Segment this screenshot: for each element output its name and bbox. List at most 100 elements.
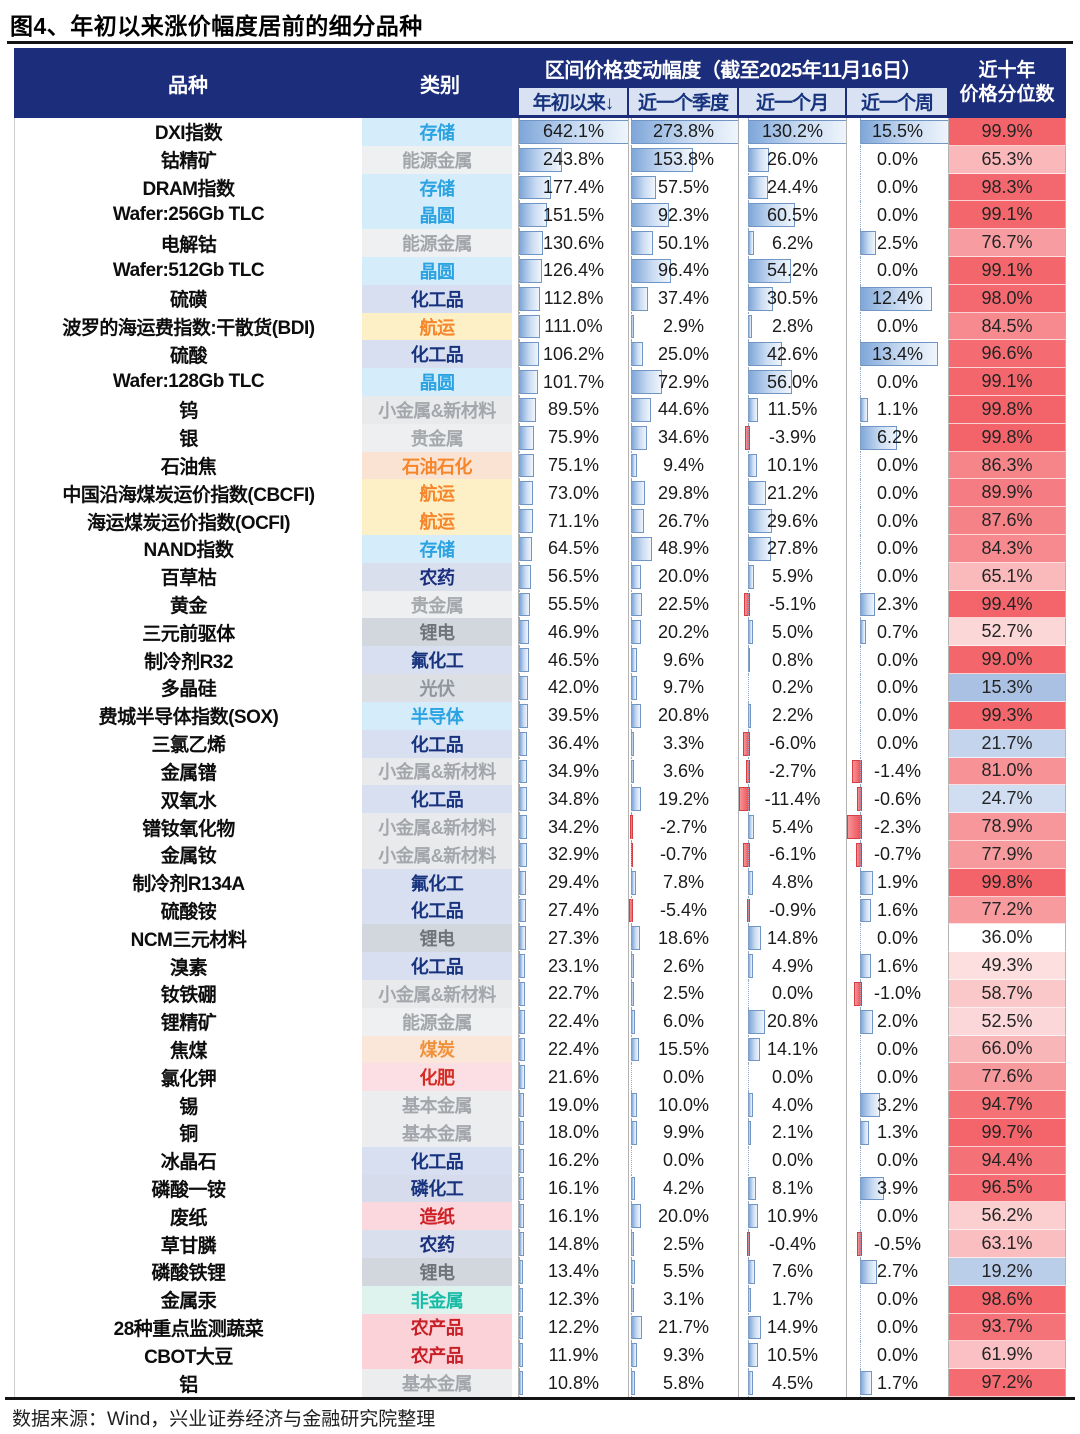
percentile-cell: 65.3%	[948, 145, 1066, 174]
positive-data-bar	[631, 509, 644, 534]
data-bar-axis	[631, 118, 633, 146]
table-row: 钨小金属&新材料 89.5% 44.6% 11.5% 1.1% 99.8%	[14, 396, 1066, 424]
data-bar-axis	[860, 1230, 862, 1258]
header-period-ytd: 年初以来↓	[519, 88, 627, 115]
product-name: 镨钕氧化物	[14, 813, 362, 841]
change-month-cell: 10.1%	[738, 451, 846, 480]
positive-data-bar	[860, 1120, 870, 1145]
data-bar-axis	[519, 674, 520, 702]
product-name: 金属钕	[14, 840, 362, 869]
data-bar-axis	[860, 423, 862, 452]
table-row: 氯化钾 化肥 21.6% 0.0% 0.0% 0.0% 77.6%	[14, 1063, 1066, 1092]
change-ytd-cell: 75.9%	[518, 423, 628, 452]
data-bar-axis	[519, 229, 520, 258]
positive-data-bar	[747, 926, 761, 951]
percentile-cell: 24.7%	[948, 785, 1066, 814]
negative-data-bar	[629, 898, 634, 923]
percentile-cell: 65.1%	[948, 562, 1066, 591]
change-week-cell: 1.6%	[846, 896, 948, 925]
data-bar-axis	[860, 1146, 862, 1175]
change-week-cell: 1.1%	[846, 396, 948, 424]
data-bar-axis	[519, 590, 520, 619]
positive-data-bar	[860, 954, 872, 978]
category-badge: 煤炭	[362, 1035, 512, 1064]
positive-data-bar	[631, 1204, 641, 1229]
product-name: 中国沿海煤炭运价指数(CBCFI)	[14, 479, 362, 508]
positive-data-bar	[631, 1037, 640, 1062]
change-ytd-cell: 34.2%	[518, 813, 628, 841]
data-bar-axis	[519, 1313, 520, 1342]
change-month-cell: 6.2%	[738, 229, 846, 258]
positive-data-bar	[747, 481, 766, 506]
category-badge: 航运	[362, 312, 512, 341]
product-name: 磷酸一铵	[14, 1174, 362, 1203]
product-name: DXI指数	[14, 118, 362, 146]
table-row: 波罗的海运费指数:干散货(BDI) 航运 111.0% 2.9% 2.8% 0.0% 84.…	[14, 312, 1066, 341]
data-bar-axis	[519, 1091, 520, 1119]
product-name: 锂精矿	[14, 1007, 362, 1036]
change-month-cell: -11.4%	[738, 785, 846, 814]
change-quarter-cell: 4.2%	[628, 1174, 738, 1203]
product-name: 海运煤炭运价指数(OCFI)	[14, 507, 362, 536]
table-row: 金属镨 小金属&新材料 34.9% 3.6% -2.7% -1.4% 81.0%	[14, 757, 1066, 786]
change-week-cell: 0.0%	[846, 368, 948, 397]
data-bar-axis	[747, 813, 749, 841]
data-bar-axis	[747, 284, 749, 313]
table-row: 制冷剂R134A 氟化工 29.4% 7.8% 4.8% 1.9% 99.8%	[14, 868, 1066, 897]
data-bar-axis	[519, 896, 520, 925]
change-ytd-cell: 130.6%	[518, 229, 628, 258]
data-bar-axis	[860, 201, 862, 230]
table-row: 费城半导体指数(SOX) 半导体 39.5% 20.8% 2.2% 0.0% 99.3%	[14, 701, 1066, 730]
positive-data-bar	[519, 314, 540, 339]
data-bar-axis	[631, 284, 633, 313]
data-bar-axis	[747, 340, 749, 369]
change-week-cell: 0.0%	[846, 1341, 948, 1370]
category-badge: 化工品	[362, 1146, 512, 1175]
change-quarter-cell: -2.7%	[628, 813, 738, 841]
data-bar-axis	[860, 674, 862, 702]
change-quarter-cell: 0.0%	[628, 1063, 738, 1092]
category-badge: 存储	[362, 118, 512, 146]
data-bar-axis	[519, 1035, 520, 1064]
positive-data-bar	[747, 1176, 756, 1201]
data-bar-axis	[860, 257, 862, 285]
data-bar-axis	[860, 757, 862, 786]
change-week-cell: -2.3%	[846, 813, 948, 841]
positive-data-bar	[631, 342, 643, 367]
header-change-group: 区间价格变动幅度（截至2025年11月16日）	[544, 59, 922, 82]
change-ytd-cell: 12.3%	[518, 1285, 628, 1314]
data-bar-axis	[631, 1091, 633, 1119]
product-name: 铜	[14, 1118, 362, 1147]
data-bar-axis	[747, 952, 749, 980]
negative-data-bar	[857, 1232, 863, 1256]
data-bar-axis	[631, 1035, 633, 1064]
data-bar-axis	[747, 257, 749, 285]
positive-data-bar	[747, 1037, 761, 1062]
data-bar-axis	[860, 1257, 862, 1286]
change-week-cell: -0.7%	[846, 840, 948, 869]
data-bar-axis	[860, 340, 862, 369]
change-week-cell: 2.7%	[846, 1257, 948, 1286]
data-bar-axis	[747, 1063, 749, 1092]
data-bar-axis	[860, 562, 862, 591]
data-bar-axis	[860, 618, 862, 647]
change-month-cell: 0.8%	[738, 646, 846, 675]
data-bar-axis	[747, 562, 749, 591]
change-month-cell: 2.8%	[738, 312, 846, 341]
data-bar-axis	[519, 840, 520, 869]
change-ytd-cell: 22.7%	[518, 979, 628, 1008]
change-month-cell: 14.9%	[738, 1313, 846, 1342]
change-month-cell: -5.1%	[738, 590, 846, 619]
change-ytd-cell: 14.8%	[518, 1230, 628, 1258]
category-badge: 石油石化	[362, 451, 512, 480]
product-name: 废纸	[14, 1202, 362, 1231]
change-quarter-cell: 9.3%	[628, 1341, 738, 1370]
change-ytd-cell: 42.0%	[518, 674, 628, 702]
positive-data-bar	[631, 592, 642, 617]
change-quarter-cell: 10.0%	[628, 1091, 738, 1119]
positive-data-bar	[519, 481, 534, 506]
change-month-cell: 42.6%	[738, 340, 846, 369]
data-bar-axis	[860, 701, 862, 730]
change-ytd-cell: 106.2%	[518, 340, 628, 369]
data-bar-axis	[631, 535, 633, 563]
